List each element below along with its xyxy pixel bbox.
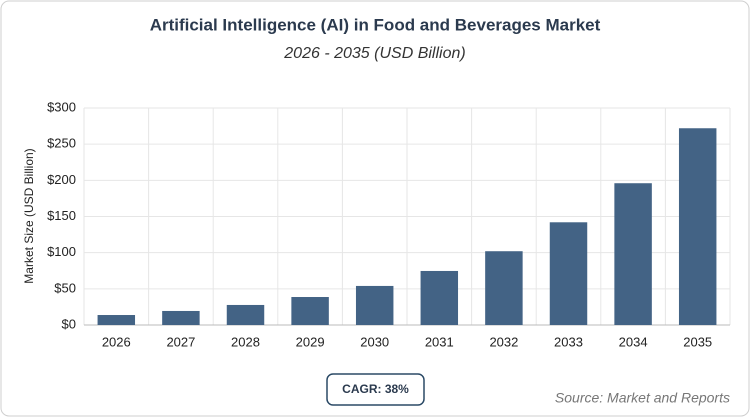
cagr-box: [326, 373, 425, 406]
x-tick-label: 2029: [296, 334, 325, 349]
y-tick-label: $200: [47, 172, 76, 187]
y-tick-label: $250: [47, 136, 76, 151]
bar: [226, 304, 265, 325]
y-axis-label: Market Size (USD Billion): [22, 148, 36, 283]
bar: [614, 183, 652, 325]
x-tick-label: 2030: [360, 334, 389, 349]
chart-title: Artificial Intelligence (AI) in Food and…: [150, 15, 601, 34]
bar: [97, 315, 136, 325]
y-tick-label: $150: [47, 208, 76, 223]
bar: [420, 270, 459, 325]
bar: [485, 251, 523, 325]
chart-subtitle: 2026 - 2035 (USD Billion): [283, 45, 465, 62]
x-tick-label: 2033: [554, 334, 583, 349]
y-tick-label: $50: [54, 280, 76, 295]
cagr-label: CAGR: 38%: [342, 382, 409, 396]
y-tick-label: $0: [62, 316, 76, 331]
source-label: Source: Market and Reports: [555, 390, 730, 406]
x-tick-label: 2031: [425, 334, 454, 349]
x-tick-label: 2027: [166, 334, 195, 349]
bar: [549, 222, 588, 325]
bar: [678, 128, 717, 325]
y-tick-label: $100: [47, 244, 76, 259]
y-tick-label: $300: [47, 99, 76, 114]
x-tick-label: 2028: [231, 334, 260, 349]
bar: [291, 297, 329, 325]
x-tick-label: 2026: [102, 334, 131, 349]
bar: [162, 310, 200, 325]
bar: [355, 285, 394, 325]
x-tick-label: 2032: [489, 334, 518, 349]
x-tick-label: 2035: [683, 334, 712, 349]
x-tick-label: 2034: [619, 334, 648, 349]
